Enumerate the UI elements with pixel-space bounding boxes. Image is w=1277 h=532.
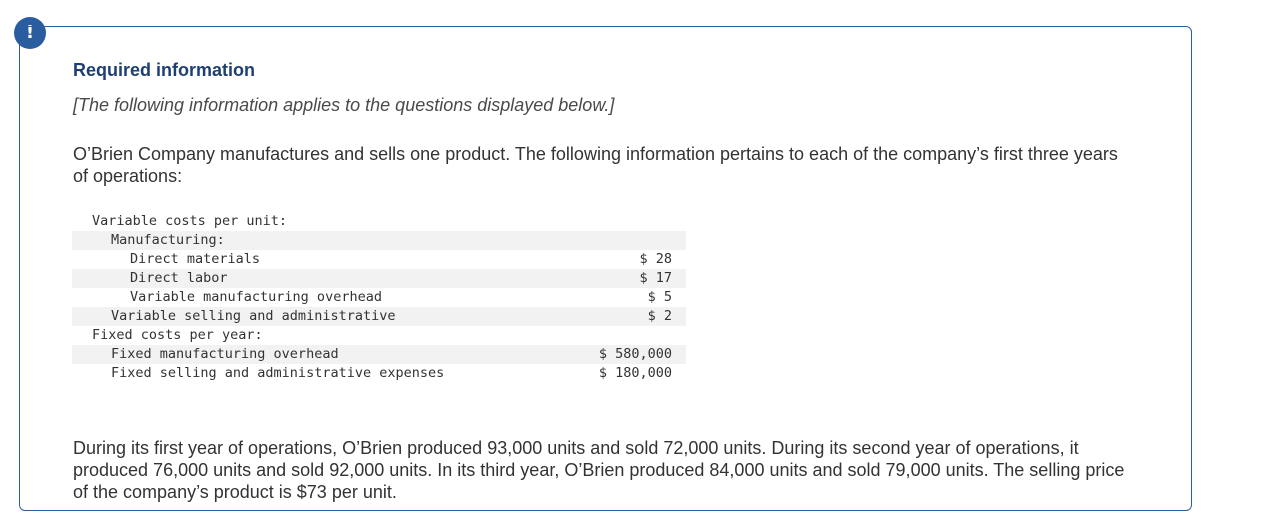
direct-materials-value: $ 28 bbox=[639, 251, 672, 267]
variable-selling-value: $ 2 bbox=[647, 308, 672, 324]
table-row: Fixed selling and administrative expense… bbox=[72, 364, 686, 383]
table-row: Variable manufacturing overhead $ 5 bbox=[72, 288, 686, 307]
table-row: Variable costs per unit: bbox=[72, 212, 686, 231]
fixed-costs-header: Fixed costs per year: bbox=[92, 327, 263, 343]
cost-table: Variable costs per unit: Manufacturing: … bbox=[72, 212, 686, 383]
table-row: Fixed costs per year: bbox=[72, 326, 686, 345]
context-note: [The following information applies to th… bbox=[73, 95, 615, 115]
section-heading: Required information bbox=[73, 60, 256, 80]
direct-labor-label: Direct labor bbox=[130, 270, 228, 286]
table-row: Manufacturing: bbox=[72, 231, 686, 250]
manufacturing-header: Manufacturing: bbox=[111, 232, 225, 248]
table-row: Fixed manufacturing overhead $ 580,000 bbox=[72, 345, 686, 364]
direct-labor-value: $ 17 bbox=[639, 270, 672, 286]
variable-costs-header: Variable costs per unit: bbox=[92, 213, 288, 229]
variable-selling-label: Variable selling and administrative bbox=[111, 308, 396, 324]
direct-materials-label: Direct materials bbox=[130, 251, 261, 267]
fixed-selling-value: $ 180,000 bbox=[598, 365, 672, 381]
fixed-selling-label: Fixed selling and administrative expense… bbox=[111, 365, 445, 381]
variable-overhead-label: Variable manufacturing overhead bbox=[130, 289, 382, 305]
fixed-overhead-label: Fixed manufacturing overhead bbox=[111, 346, 339, 362]
fixed-overhead-value: $ 580,000 bbox=[598, 346, 672, 362]
table-row: Variable selling and administrative $ 2 bbox=[72, 307, 686, 326]
info-card: Required information [The following info… bbox=[19, 26, 1192, 511]
variable-overhead-value: $ 5 bbox=[647, 289, 672, 305]
table-row: Direct materials $ 28 bbox=[72, 250, 686, 269]
table-row: Direct labor $ 17 bbox=[72, 269, 686, 288]
intro-paragraph: O’Brien Company manufactures and sells o… bbox=[73, 144, 1118, 186]
operations-paragraph: During its first year of operations, O’B… bbox=[73, 438, 1125, 502]
